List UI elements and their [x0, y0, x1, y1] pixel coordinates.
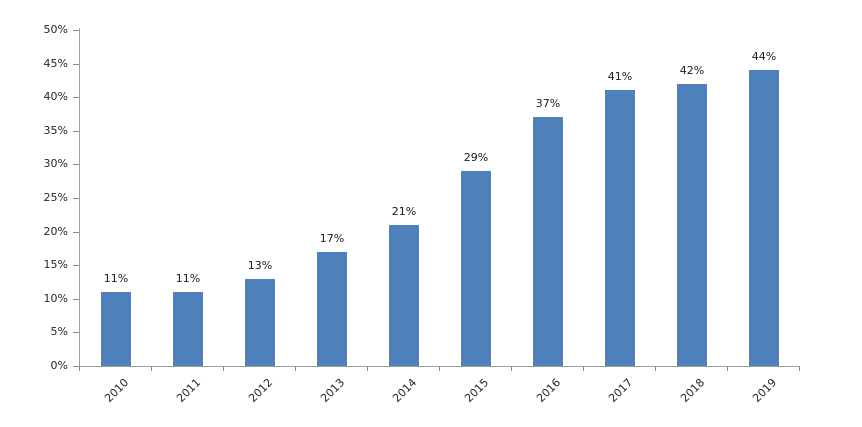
- x-axis-tick: [79, 366, 80, 371]
- bar-2016: [533, 117, 563, 366]
- x-axis-category-label: 2015: [462, 376, 492, 405]
- y-axis-tick: [73, 64, 79, 65]
- y-axis-tick-label: 15%: [43, 258, 68, 271]
- x-axis-category-label: 2018: [678, 376, 708, 405]
- bar-value-label: 44%: [751, 50, 777, 63]
- bar-value-label: 21%: [391, 205, 417, 218]
- bar-value-label: 11%: [103, 272, 129, 285]
- x-axis-category-label: 2016: [534, 376, 564, 405]
- y-axis-tick: [73, 332, 79, 333]
- bar-2012: [245, 279, 275, 366]
- y-axis-line: [79, 28, 80, 367]
- x-axis-category-label: 2012: [246, 376, 276, 405]
- x-axis-tick: [511, 366, 512, 371]
- x-axis-tick: [223, 366, 224, 371]
- bar-2010: [101, 292, 131, 366]
- y-axis-tick: [73, 131, 79, 132]
- x-axis-tick: [151, 366, 152, 371]
- x-axis-category-label: 2013: [318, 376, 348, 405]
- y-axis-tick-label: 20%: [43, 225, 68, 238]
- bar-value-label: 41%: [607, 70, 633, 83]
- bar-2014: [389, 225, 419, 366]
- x-axis-tick: [439, 366, 440, 371]
- x-axis-tick: [799, 366, 800, 371]
- y-axis-tick-label: 40%: [43, 90, 68, 103]
- y-axis-tick: [73, 232, 79, 233]
- bar-value-label: 11%: [175, 272, 201, 285]
- bar-value-label: 29%: [463, 151, 489, 164]
- bar-value-label: 17%: [319, 232, 345, 245]
- y-axis-tick-label: 30%: [43, 157, 68, 170]
- y-axis-tick: [73, 265, 79, 266]
- bar-2017: [605, 90, 635, 366]
- x-axis-tick: [583, 366, 584, 371]
- y-axis-tick-label: 5%: [50, 325, 68, 338]
- x-axis-tick: [655, 366, 656, 371]
- x-axis-category-label: 2019: [750, 376, 780, 405]
- y-axis-tick: [73, 97, 79, 98]
- bar-2015: [461, 171, 491, 366]
- y-axis-tick: [73, 366, 79, 367]
- x-axis-category-label: 2010: [102, 376, 132, 405]
- x-axis-category-label: 2014: [390, 376, 420, 405]
- y-axis-tick: [73, 299, 79, 300]
- bar-2018: [677, 84, 707, 366]
- y-axis-tick-label: 10%: [43, 292, 68, 305]
- y-axis-tick-label: 50%: [43, 23, 68, 36]
- bar-2019: [749, 70, 779, 366]
- y-axis-tick: [73, 198, 79, 199]
- bar-value-label: 42%: [679, 64, 705, 77]
- y-axis-tick-label: 25%: [43, 191, 68, 204]
- x-axis-tick: [295, 366, 296, 371]
- y-axis-tick-label: 0%: [50, 359, 68, 372]
- x-axis-tick: [367, 366, 368, 371]
- y-axis-tick-label: 45%: [43, 57, 68, 70]
- y-axis-tick: [73, 30, 79, 31]
- x-axis-category-label: 2017: [606, 376, 636, 405]
- x-axis-tick: [727, 366, 728, 371]
- bar-2011: [173, 292, 203, 366]
- y-axis-tick: [73, 164, 79, 165]
- bar-value-label: 13%: [247, 259, 273, 272]
- y-axis-tick-label: 35%: [43, 124, 68, 137]
- bar-2013: [317, 252, 347, 366]
- bar-value-label: 37%: [535, 97, 561, 110]
- x-axis-category-label: 2011: [174, 376, 204, 405]
